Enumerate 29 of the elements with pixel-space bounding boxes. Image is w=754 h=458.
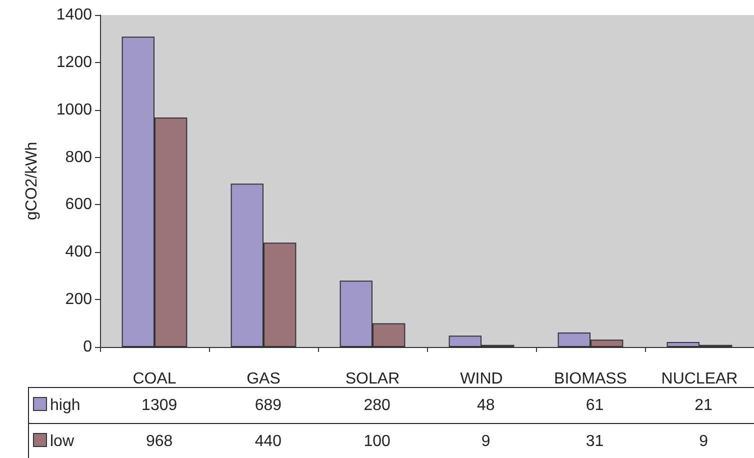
x-tick-label: SOLAR bbox=[345, 370, 400, 388]
legend-label: low bbox=[28, 424, 105, 458]
x-tick-label: WIND bbox=[460, 370, 503, 388]
x-tick-label: NUCLEAR bbox=[661, 370, 738, 388]
data-label: 968 bbox=[104, 424, 214, 458]
y-tick-label: 800 bbox=[65, 148, 92, 166]
data-label: 1309 bbox=[104, 388, 214, 424]
y-tick-label: 1000 bbox=[56, 101, 92, 118]
data-label: 9 bbox=[431, 424, 540, 458]
y-tick-label: 1200 bbox=[56, 54, 92, 71]
data-label: 9 bbox=[649, 424, 754, 458]
data-label: 689 bbox=[214, 388, 323, 424]
data-label: 31 bbox=[540, 424, 650, 458]
data-label: 48 bbox=[431, 388, 540, 424]
data-label: 61 bbox=[540, 388, 650, 424]
y-tick-label: 600 bbox=[65, 196, 92, 214]
y-tick-label: 0 bbox=[83, 338, 92, 356]
data-label: 280 bbox=[322, 388, 432, 424]
data-label: 100 bbox=[322, 424, 432, 458]
y-axis-title: gCO2/kWh bbox=[24, 142, 40, 220]
data-label: 440 bbox=[214, 424, 323, 458]
x-tick-label: BIOMASS bbox=[554, 370, 627, 388]
y-tick-label: 1400 bbox=[56, 6, 92, 24]
y-tick-label: 200 bbox=[65, 291, 92, 308]
x-tick-label: GAS bbox=[246, 370, 280, 388]
y-tick-label: 400 bbox=[65, 244, 92, 261]
legend-label: high bbox=[28, 388, 105, 424]
x-tick-label: COAL bbox=[132, 370, 176, 388]
data-label: 21 bbox=[649, 388, 754, 424]
